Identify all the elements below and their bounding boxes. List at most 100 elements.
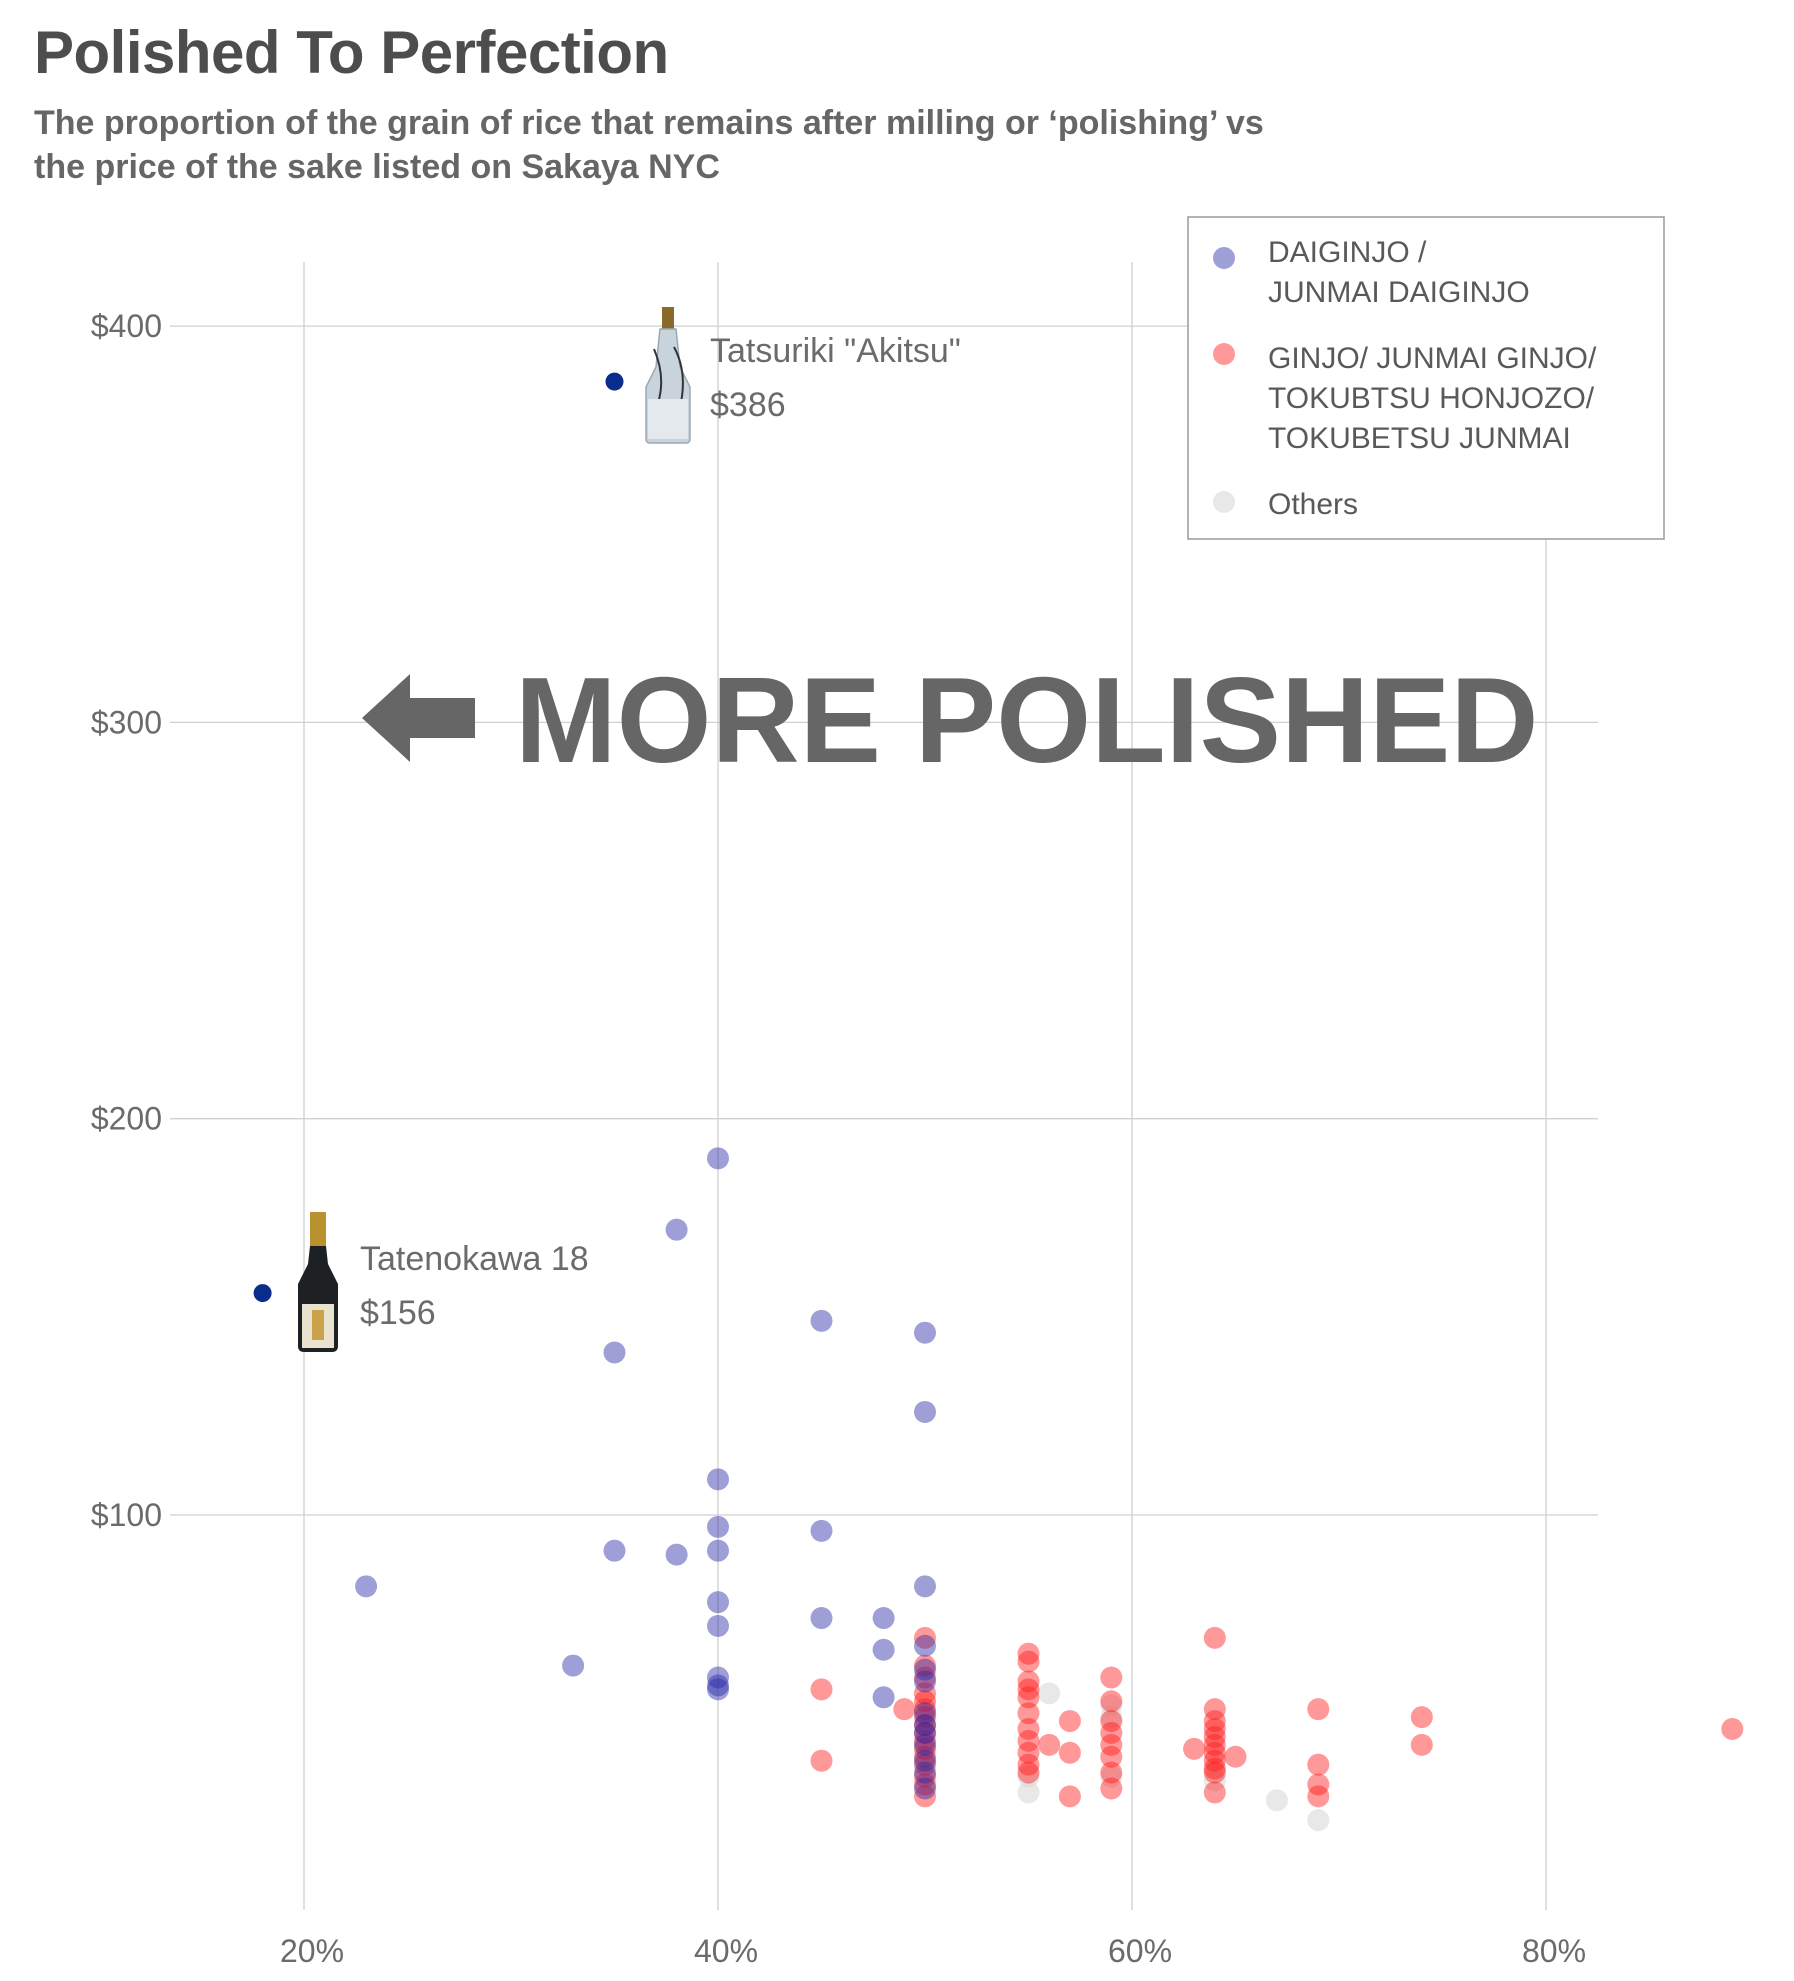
ginjo-point [1017,1670,1040,1693]
others-point [1017,1765,1040,1788]
ginjo-point [1058,1785,1081,1808]
legend-label-daiginjo-1: DAIGINJO / [1268,236,1427,269]
legend-key-daiginjo [1213,247,1235,269]
daiginjo-point [914,1714,936,1737]
x-tick-label: 60% [1108,1933,1172,1969]
ginjo-point [1100,1777,1123,1800]
ginjo-point [1203,1757,1226,1780]
ginjo-point [914,1666,936,1689]
ginjo-point [914,1745,936,1768]
ginjo-point [1100,1666,1123,1689]
ginjo-point [810,1678,833,1701]
chart-subtitle-line-1: The proportion of the grain of rice that… [34,104,1264,142]
ginjo-point [1203,1718,1226,1741]
ginjo-point [810,1749,833,1772]
ginjo-point [1058,1710,1081,1733]
ginjo-point [1203,1710,1226,1733]
x-axis-ticks: 20% 40% 60% 80% [280,1933,1586,1969]
daiginjo-point [914,1575,936,1598]
akitsu-price-label: $386 [710,386,786,424]
chart-subtitle-line-2: the price of the sake listed on Sakaya N… [34,148,720,186]
legend-label-ginjo-3: TOKUBETSU JUNMAI [1268,422,1571,455]
ginjo-point [1017,1753,1040,1776]
ginjo-point [1410,1733,1433,1756]
ginjo-point [1017,1686,1040,1709]
akitsu-name-label: Tatsuriki "Akitsu" [710,332,961,370]
daiginjo-point [707,1674,729,1697]
ginjo-point [1224,1745,1247,1768]
legend-label-ginjo-1: GINJO/ JUNMAI GINJO/ [1268,342,1597,375]
daiginjo-point [914,1400,936,1423]
ginjo-point [1058,1741,1081,1764]
ginjo-point [914,1721,936,1744]
ginjo-point [1183,1737,1206,1760]
ginjo-point [1017,1642,1040,1665]
daiginjo-point [810,1607,833,1630]
daiginjo-point [810,1519,833,1542]
others-point [1100,1706,1123,1729]
ginjo-point [1307,1785,1330,1808]
akitsu-bottle-icon [645,307,691,444]
daiginjo-point [707,1666,729,1689]
daiginjo-point [665,1543,688,1566]
ginjo-point [1203,1749,1226,1772]
legend-label-others: Others [1268,488,1358,521]
ginjo-point [1100,1690,1123,1713]
left-arrow-icon [362,674,475,762]
ginjo-point [914,1682,936,1705]
x-tick-label: 20% [280,1933,344,1969]
ginjo-point [1721,1718,1744,1741]
ginjo-point [914,1785,936,1808]
daiginjo-point [914,1658,936,1681]
daiginjo-point [872,1607,895,1630]
ginjo-point [1100,1745,1123,1768]
daiginjo-point [914,1721,936,1744]
tatenokawa-price-label: $156 [360,1294,436,1332]
ginjo-point [914,1654,936,1677]
x-tick-label: 80% [1522,1933,1586,1969]
tatenokawa-bottle-icon [298,1212,338,1352]
ginjo-point [1017,1702,1040,1725]
ginjo-point [1100,1710,1123,1733]
legend-label-daiginjo-2: JUNMAI DAIGINJO [1268,276,1530,309]
daiginjo-point [914,1761,936,1784]
others-point [1203,1769,1226,1792]
others-point [1265,1789,1288,1812]
daiginjo-point [707,1539,729,1562]
daiginjo-point [914,1777,936,1800]
data-points [253,372,1744,1832]
ginjo-point [1203,1725,1226,1748]
ginjo-point [1017,1761,1040,1784]
daiginjo-point [707,1591,729,1614]
ginjo-point [914,1729,936,1752]
ginjo-point [1410,1706,1433,1729]
x-tick-label: 40% [694,1933,758,1969]
daiginjo-point [707,1678,729,1701]
highlighted-point-2 [253,1284,272,1303]
ginjo-point [1203,1626,1226,1649]
daiginjo-point [603,1341,626,1364]
daiginjo-point [914,1702,936,1725]
daiginjo-point [603,1539,626,1562]
legend: DAIGINJO / JUNMAI DAIGINJO GINJO/ JUNMAI… [1187,216,1665,540]
grid-lines [170,262,1598,1910]
daiginjo-point [707,1614,729,1637]
legend-key-others [1213,491,1235,513]
daiginjo-point [914,1749,936,1772]
daiginjo-point [355,1575,378,1598]
ginjo-point [1203,1698,1226,1721]
ginjo-point [1100,1721,1123,1744]
others-point [1017,1781,1040,1804]
daiginjo-point [665,1218,688,1241]
daiginjo-point [810,1309,833,1332]
ginjo-point [914,1765,936,1788]
y-tick-label: $400 [91,308,162,344]
y-tick-label: $300 [91,704,162,740]
y-axis-ticks: $100 $200 $300 $400 [91,308,162,1533]
daiginjo-point [914,1670,936,1693]
ginjo-point [1017,1650,1040,1673]
ginjo-point [893,1698,916,1721]
highlighted-point-1 [605,372,624,391]
ginjo-point [914,1706,936,1729]
